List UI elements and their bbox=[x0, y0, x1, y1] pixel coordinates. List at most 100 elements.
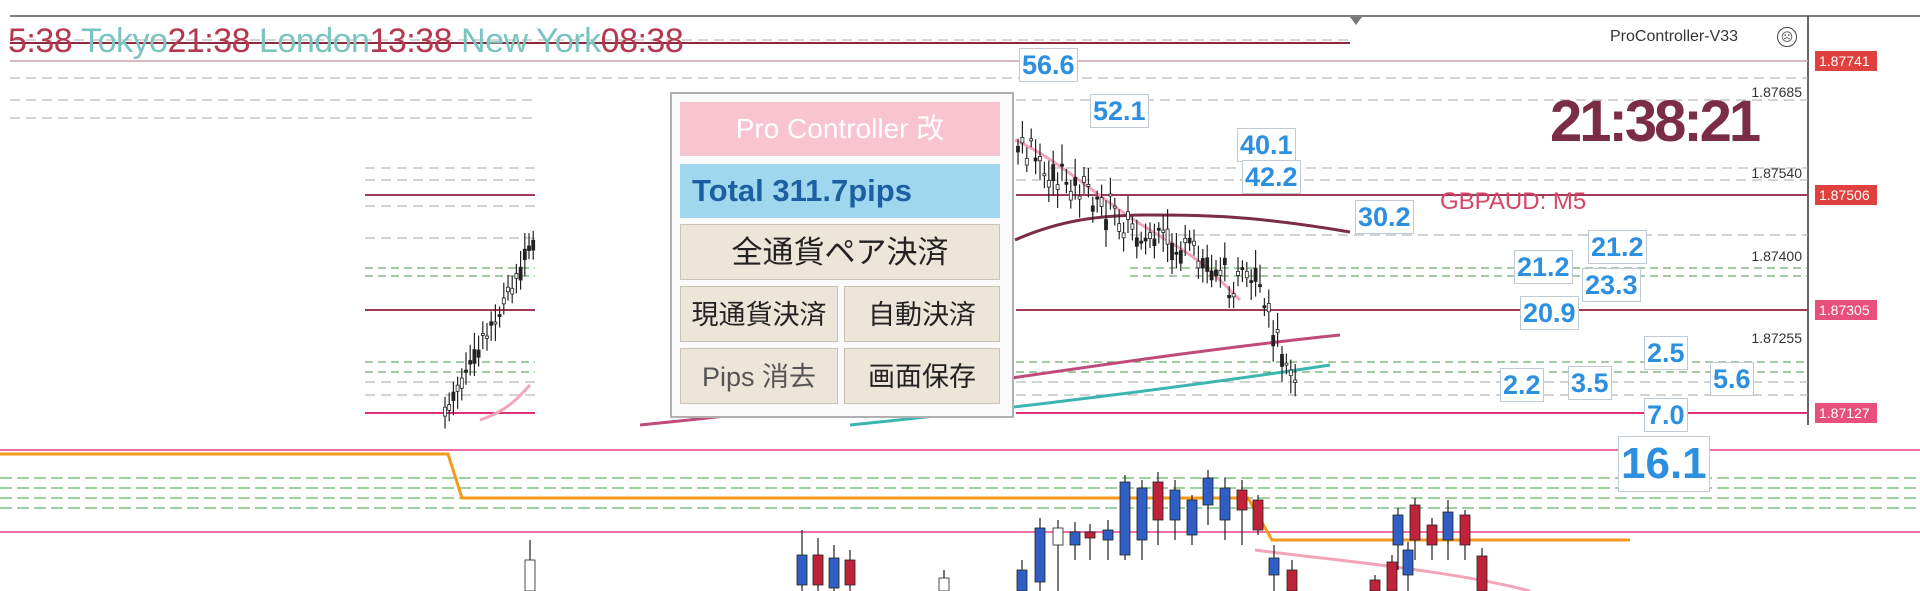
close-all-pairs-button[interactable]: 全通貨ペア決済 bbox=[680, 224, 1000, 280]
candle-body bbox=[1476, 555, 1488, 591]
candle-body bbox=[1369, 579, 1381, 591]
candle-body bbox=[522, 248, 527, 260]
session-newyork-time: 08:38 bbox=[600, 22, 684, 60]
candle-body bbox=[1090, 205, 1095, 212]
session-london-time: 13:38 bbox=[369, 22, 453, 60]
candle-body bbox=[1104, 219, 1108, 231]
pip-label: 42.2 bbox=[1242, 160, 1301, 194]
candle-body bbox=[1046, 180, 1051, 188]
candle-body bbox=[1108, 193, 1113, 197]
candle-body bbox=[497, 314, 502, 317]
candle-body bbox=[1288, 369, 1293, 377]
total-pips-display: Total 311.7pips bbox=[680, 164, 1000, 218]
candle-body bbox=[1293, 379, 1298, 383]
auto-close-button[interactable]: 自動決済 bbox=[844, 286, 1000, 342]
candle-body bbox=[1052, 527, 1064, 546]
pip-label: 5.6 bbox=[1710, 362, 1754, 396]
candle-body bbox=[1055, 184, 1060, 191]
pip-label: 23.3 bbox=[1582, 268, 1641, 302]
pip-label: 2.2 bbox=[1500, 368, 1544, 402]
symbol-label: GBPAUD: M5 bbox=[1440, 188, 1587, 215]
candle-body bbox=[489, 321, 494, 326]
candle-body bbox=[459, 377, 464, 389]
candle-body bbox=[1139, 240, 1144, 244]
candle-body bbox=[1219, 487, 1231, 521]
candle-body bbox=[1249, 280, 1254, 284]
price-label: 1.87540 bbox=[1751, 165, 1802, 181]
candle-body bbox=[1029, 138, 1034, 142]
pip-label: 7.0 bbox=[1644, 398, 1688, 432]
candle-body bbox=[1286, 569, 1298, 591]
pip-label: 21.2 bbox=[1514, 250, 1573, 284]
candle-body bbox=[1095, 196, 1100, 200]
pip-label: 16.1 bbox=[1618, 436, 1710, 492]
candlestick-series bbox=[443, 121, 1488, 591]
candle-body bbox=[1143, 237, 1148, 242]
candle-body bbox=[1051, 164, 1056, 182]
close-current-pair-button[interactable]: 現通貨決済 bbox=[680, 286, 838, 342]
candle-body bbox=[1262, 305, 1267, 309]
candle-body bbox=[1402, 549, 1414, 576]
candle-body bbox=[1200, 258, 1205, 269]
candle-body bbox=[506, 286, 510, 293]
candle-body bbox=[1409, 504, 1421, 541]
candle-body bbox=[1196, 260, 1201, 269]
save-screen-button[interactable]: 画面保存 bbox=[844, 348, 1000, 404]
candle-body bbox=[1156, 227, 1161, 231]
candle-body bbox=[1152, 481, 1164, 521]
session-london-label: London bbox=[259, 22, 370, 60]
price-label: 1.87255 bbox=[1751, 330, 1802, 346]
candle-body bbox=[1121, 232, 1126, 239]
candle-body bbox=[1102, 529, 1114, 541]
candle-body bbox=[1183, 237, 1188, 244]
candle-body bbox=[531, 239, 536, 251]
candle-body bbox=[1253, 267, 1258, 282]
candle-body bbox=[1192, 240, 1196, 246]
candle-body bbox=[938, 577, 950, 591]
clear-pips-button[interactable]: Pips 消去 bbox=[680, 348, 838, 404]
candle-body bbox=[1218, 269, 1223, 276]
candle-body bbox=[1268, 557, 1280, 576]
candle-body bbox=[1214, 269, 1218, 277]
pip-label: 3.5 bbox=[1568, 366, 1612, 400]
candle-body bbox=[1134, 237, 1139, 247]
candle-body bbox=[1258, 284, 1262, 288]
candle-body bbox=[1240, 267, 1245, 270]
candle-body bbox=[1119, 481, 1131, 556]
pip-label: 20.9 bbox=[1520, 296, 1579, 330]
candle-body bbox=[1086, 184, 1091, 187]
candle-body bbox=[480, 333, 485, 336]
candle-body bbox=[1165, 228, 1170, 245]
candle-body bbox=[493, 321, 498, 325]
price-box: 1.87506 bbox=[1815, 185, 1877, 205]
candle-body bbox=[1033, 157, 1038, 162]
candle-body bbox=[1016, 145, 1020, 153]
candle-body bbox=[844, 559, 856, 586]
candle-body bbox=[1205, 257, 1210, 272]
candle-body bbox=[1068, 191, 1073, 201]
price-box: 1.87741 bbox=[1815, 51, 1877, 71]
price-box: 1.87305 bbox=[1815, 300, 1877, 320]
candle-body bbox=[1136, 487, 1148, 541]
indicator-close-icon[interactable]: ☹ bbox=[1777, 27, 1797, 47]
candle-body bbox=[1148, 232, 1152, 239]
candle-body bbox=[1392, 514, 1404, 546]
candle-body bbox=[1064, 181, 1069, 185]
candle-body bbox=[1209, 270, 1214, 281]
candle-body bbox=[1161, 229, 1166, 233]
candle-body bbox=[1169, 489, 1181, 521]
pip-label: 56.6 bbox=[1019, 48, 1078, 82]
candle-body bbox=[451, 391, 456, 401]
candle-body bbox=[1275, 329, 1280, 334]
candle-body bbox=[1073, 177, 1078, 186]
pip-label: 2.5 bbox=[1644, 336, 1688, 370]
candle-body bbox=[1060, 163, 1064, 167]
candle-body bbox=[1099, 197, 1104, 207]
candle-body bbox=[1077, 195, 1082, 200]
candle-body bbox=[1069, 531, 1081, 546]
candle-body bbox=[1016, 569, 1028, 591]
candle-body bbox=[518, 266, 523, 281]
candle-body bbox=[527, 245, 531, 251]
